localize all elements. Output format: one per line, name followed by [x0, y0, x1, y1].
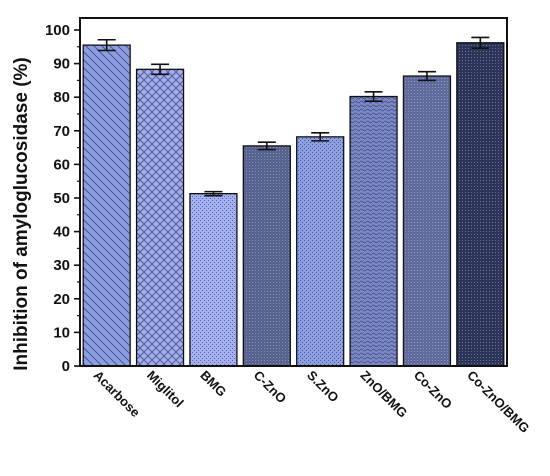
x-categories-layer: Acarbose Miglitol BMG C-ZnO S.ZnO ZnO/BMG Co-Z… — [91, 368, 533, 436]
y-tick-label: 80 — [53, 89, 70, 106]
error-bar — [257, 141, 276, 151]
x-tick-label: S.ZnO — [304, 368, 342, 406]
bar-acarbose — [82, 44, 131, 367]
y-tick-label: 0 — [62, 358, 70, 375]
x-tick-label: BMG — [197, 368, 229, 400]
error-bar — [311, 132, 330, 142]
bars-layer — [82, 42, 505, 367]
y-tick-label: 10 — [53, 324, 70, 341]
error-bar — [417, 70, 436, 82]
y-tick-label: 90 — [53, 56, 70, 73]
y-tick-label: 40 — [53, 224, 70, 241]
plot-frame — [79, 17, 508, 367]
y-tick-label: 50 — [53, 190, 70, 207]
y-tick-label: 60 — [53, 156, 70, 173]
x-tick-label: Co-ZnO — [411, 368, 455, 412]
error-bar — [151, 63, 170, 76]
y-tick-label: 100 — [45, 22, 70, 39]
axes-layer — [79, 17, 508, 367]
x-tick-label: C-ZnO — [251, 368, 290, 407]
bar-c-zno — [242, 145, 291, 367]
error-bar — [204, 190, 223, 197]
bar-s-zno — [296, 136, 345, 367]
y-axis-title: Inhibition of amyloglucosidase (%) — [11, 57, 32, 371]
bar-co-zno-bmg — [456, 42, 505, 367]
error-bar — [471, 36, 490, 49]
y-tick-label: 70 — [53, 123, 70, 140]
x-tick-label: Acarbose — [91, 368, 144, 421]
bar-zno-bmg — [349, 95, 398, 367]
bar-co-zno — [402, 75, 452, 367]
error-bar — [364, 91, 383, 103]
error-bar — [97, 38, 116, 52]
y-tick-label: 30 — [53, 257, 70, 274]
bar-miglitol — [135, 68, 185, 367]
x-tick-label: Miglitol — [144, 368, 187, 411]
y-tick-label: 20 — [53, 291, 70, 308]
x-tick-label: ZnO/BMG — [357, 368, 410, 421]
y-ticks-layer: 0 10 20 30 40 50 60 70 80 90 100 — [45, 22, 80, 375]
bar-bmg — [189, 192, 238, 367]
x-tick-label: Co-ZnO/BMG — [464, 368, 532, 436]
error-bars-layer — [97, 36, 490, 197]
